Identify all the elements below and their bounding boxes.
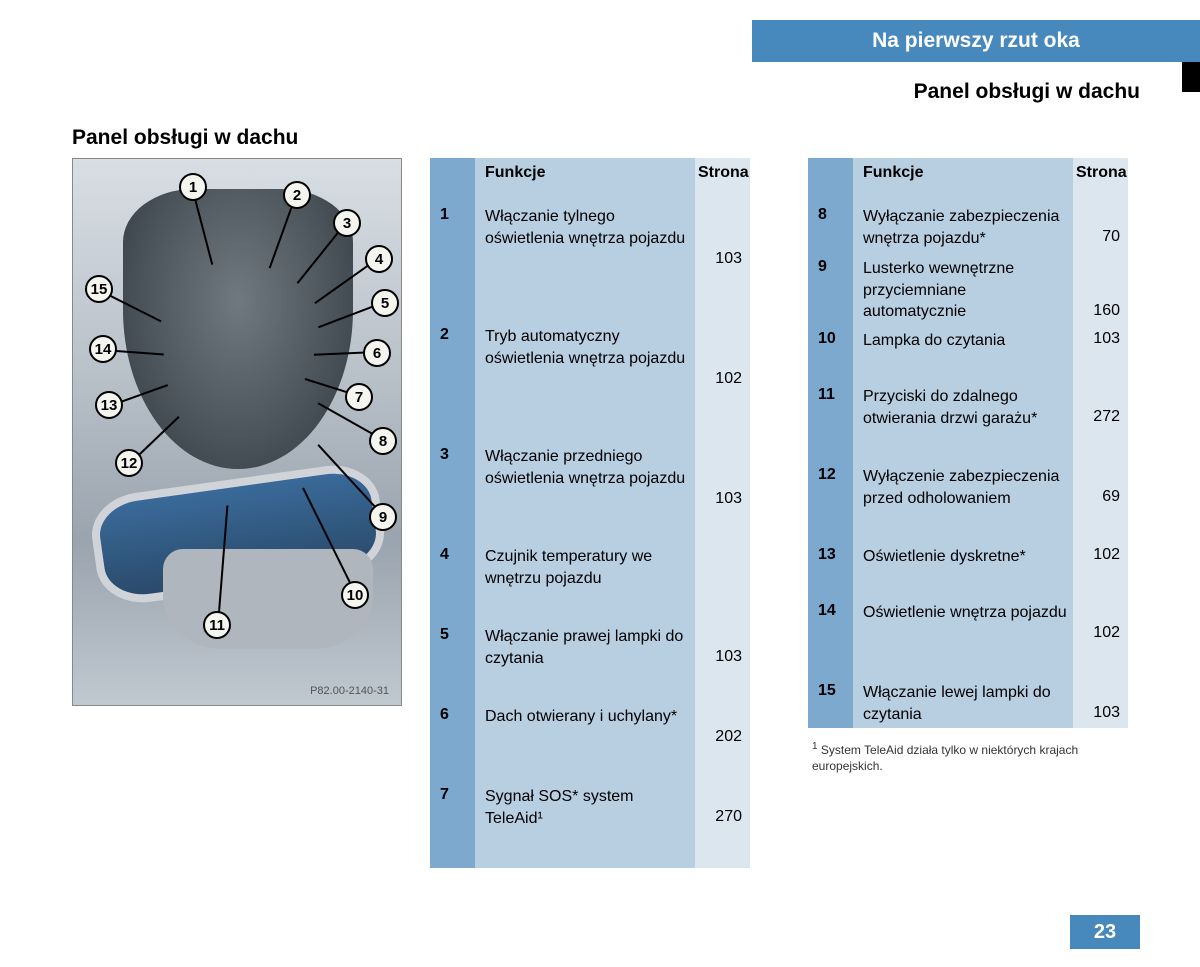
callout-15: 15 — [85, 275, 113, 303]
item-function: Oświetlenie dyskretne* — [863, 546, 1068, 568]
item-number: 14 — [818, 602, 848, 620]
item-number: 6 — [440, 706, 470, 724]
page-number: 23 — [1070, 915, 1140, 949]
item-number: 1 — [440, 206, 470, 224]
item-function: Czujnik temperatury we wnętrzu pojazdu — [485, 546, 690, 589]
callout-2: 2 — [283, 181, 311, 209]
item-page: 103 — [715, 490, 742, 508]
item-page: 70 — [1102, 228, 1120, 246]
callout-10: 10 — [341, 581, 369, 609]
item-function: Lusterko wewnętrzne przyciemniane automa… — [863, 258, 1068, 323]
callout-7: 7 — [345, 383, 373, 411]
item-function: Tryb automatyczny oświetlenia wnętrza po… — [485, 326, 690, 369]
item-page: 103 — [1093, 704, 1120, 722]
item-function: Włączanie lewej lampki do czytania — [863, 682, 1068, 725]
footnote: 1 System TeleAid działa tylko w niektóry… — [812, 740, 1132, 774]
col-header-page: Strona — [698, 164, 749, 182]
callout-3: 3 — [333, 209, 361, 237]
item-number: 8 — [818, 206, 848, 224]
item-number: 12 — [818, 466, 848, 484]
col-header-function: Funkcje — [485, 164, 545, 182]
callout-1: 1 — [179, 173, 207, 201]
function-table-1: Funkcje Strona 1 Włączanie tylnego oświet… — [430, 158, 750, 868]
section-title: Panel obsługi w dachu — [72, 126, 298, 150]
item-number: 10 — [818, 330, 848, 348]
item-page: 69 — [1102, 488, 1120, 506]
item-function: Sygnał SOS* system TeleAid¹ — [485, 786, 690, 829]
item-number: 15 — [818, 682, 848, 700]
item-function: Włączanie prawej lampki do czytania — [485, 626, 690, 669]
callout-11: 11 — [203, 611, 231, 639]
item-number: 5 — [440, 626, 470, 644]
item-page: 103 — [1093, 330, 1120, 348]
col-header-function: Funkcje — [863, 164, 923, 182]
callout-8: 8 — [369, 427, 397, 455]
callout-13: 13 — [95, 391, 123, 419]
item-function: Przyciski do zdalnego otwierania drzwi g… — [863, 386, 1068, 429]
callout-5: 5 — [371, 289, 399, 317]
item-page: 160 — [1093, 302, 1120, 320]
item-function: Włączanie tylnego oświetlenia wnętrza po… — [485, 206, 690, 249]
item-page: 272 — [1093, 408, 1120, 426]
item-function: Włączanie przedniego oświetlenia wnętrza… — [485, 446, 690, 489]
item-page: 103 — [715, 648, 742, 666]
diagram-code: P82.00-2140-31 — [310, 685, 389, 697]
item-page: 202 — [715, 728, 742, 746]
item-page: 102 — [1093, 546, 1120, 564]
callout-14: 14 — [89, 335, 117, 363]
item-number: 7 — [440, 786, 470, 804]
col-header-page: Strona — [1076, 164, 1127, 182]
callout-9: 9 — [369, 503, 397, 531]
item-page: 102 — [1093, 624, 1120, 642]
overhead-panel-diagram: 123456789101112131415 P82.00-2140-31 — [72, 158, 402, 706]
callout-6: 6 — [363, 339, 391, 367]
item-page: 103 — [715, 250, 742, 268]
console-shape — [123, 189, 353, 469]
item-number: 3 — [440, 446, 470, 464]
item-function: Lampka do czytania — [863, 330, 1068, 352]
page-subheading: Panel obsługi w dachu — [914, 80, 1140, 104]
item-number: 2 — [440, 326, 470, 344]
item-function: Wyłączenie zabezpieczenia przed odholowa… — [863, 466, 1068, 509]
item-number: 11 — [818, 386, 848, 404]
item-number: 9 — [818, 258, 848, 276]
item-number: 13 — [818, 546, 848, 564]
tab-edge — [1182, 62, 1200, 92]
item-function: Dach otwierany i uchylany* — [485, 706, 690, 728]
callout-4: 4 — [365, 245, 393, 273]
item-function: Oświetlenie wnętrza pojazdu — [863, 602, 1068, 624]
function-table-2: Funkcje Strona 8 Wyłączanie zabezpieczeni… — [808, 158, 1128, 728]
item-page: 270 — [715, 808, 742, 826]
item-page: 102 — [715, 370, 742, 388]
chapter-tab: Na pierwszy rzut oka — [752, 20, 1200, 62]
item-function: Wyłączanie zabezpieczenia wnętrza pojazd… — [863, 206, 1068, 249]
item-number: 4 — [440, 546, 470, 564]
callout-12: 12 — [115, 449, 143, 477]
